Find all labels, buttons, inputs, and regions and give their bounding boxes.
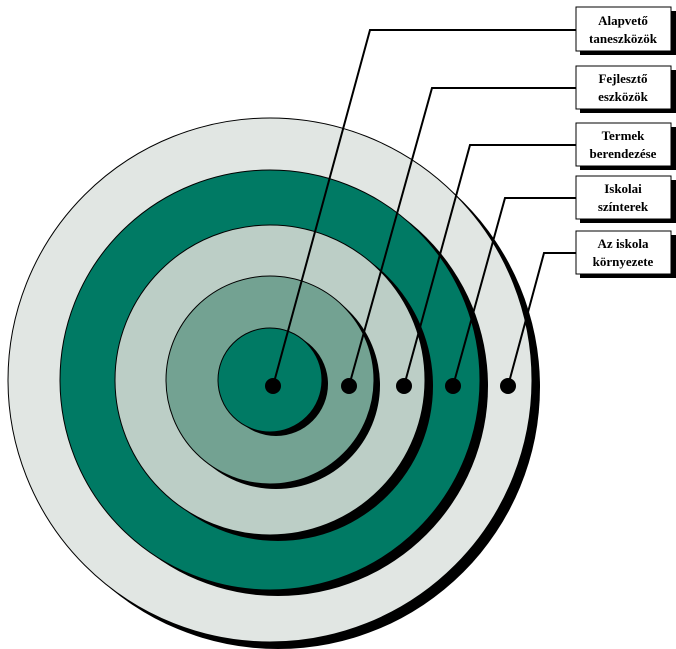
leader-line-basic-tools	[272, 29, 576, 387]
label-development-tools: Fejlesztő eszközök	[575, 65, 676, 113]
leader-line-development-tools	[348, 87, 576, 387]
anchor-dot-room-furnishing	[396, 378, 412, 394]
label-room-furnishing: Termek berendezése	[575, 122, 676, 170]
anchor-dots	[265, 378, 516, 394]
label-room-furnishing-line1: Termek	[602, 128, 646, 143]
anchor-dot-development-tools	[341, 378, 357, 394]
anchor-dot-environment	[500, 378, 516, 394]
label-room-furnishing-line2: berendezése	[590, 146, 657, 161]
label-school-spaces: Iskolai színterek	[575, 175, 676, 223]
label-basic-tools-line1: Alapvető	[598, 13, 648, 28]
label-development-tools-line2: eszközök	[598, 89, 649, 104]
leader-lines	[272, 29, 576, 387]
leader-line-room-furnishing	[403, 144, 576, 387]
label-development-tools-line1: Fejlesztő	[598, 71, 648, 86]
leader-line-environment	[507, 252, 576, 387]
label-basic-tools: Alapvető taneszközök	[575, 6, 676, 55]
anchor-dot-basic-tools	[265, 378, 281, 394]
label-school-spaces-line2: színterek	[598, 199, 649, 214]
label-environment-line2: környezete	[593, 254, 654, 269]
label-school-spaces-line1: Iskolai	[604, 181, 642, 196]
anchor-dot-school-spaces	[445, 378, 461, 394]
label-environment-line1: Az iskola	[598, 236, 649, 251]
leader-line-school-spaces	[452, 197, 576, 387]
label-environment: Az iskola környezete	[575, 230, 676, 278]
label-basic-tools-line2: taneszközök	[589, 31, 658, 46]
